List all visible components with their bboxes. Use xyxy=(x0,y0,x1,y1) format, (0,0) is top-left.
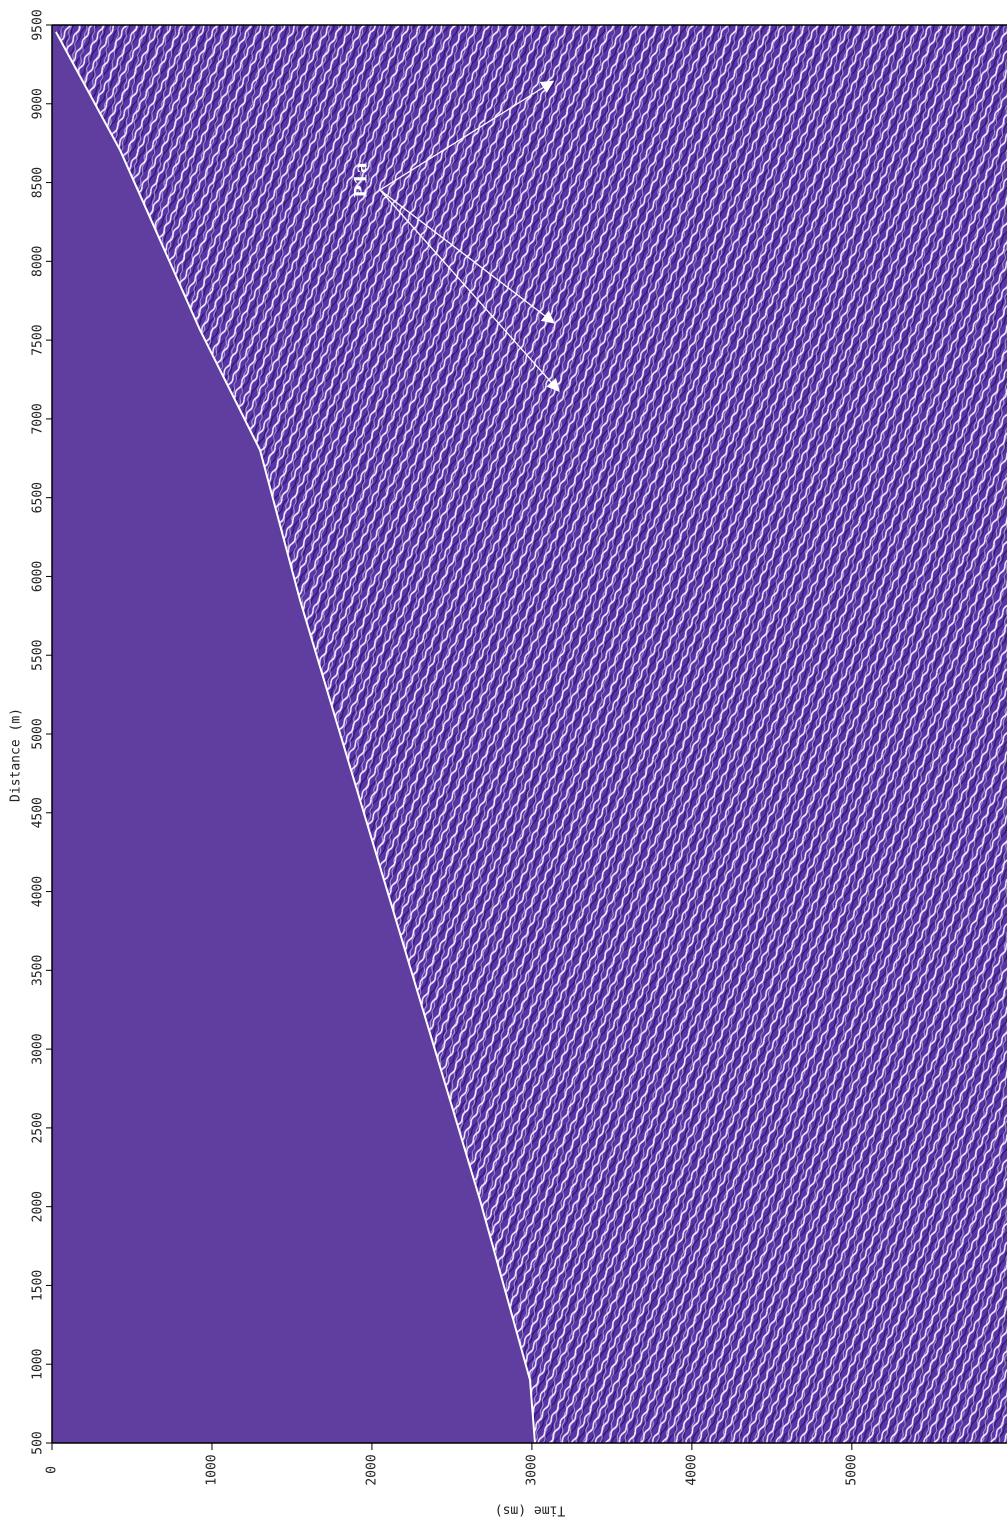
y-tick-label: 6000 xyxy=(31,561,46,592)
x-tick-label: 4000 xyxy=(684,1454,699,1485)
y-tick-label: 5000 xyxy=(31,718,46,749)
y-tick-label: 2500 xyxy=(31,1112,46,1143)
annotation: P1a xyxy=(352,162,372,198)
x-tick-label: 2000 xyxy=(364,1454,379,1485)
y-tick-label: 8000 xyxy=(31,246,46,277)
x-tick-label: 3000 xyxy=(524,1454,539,1485)
page: {"chart_data": {"type": "seismic", "xlab… xyxy=(0,0,1007,1528)
y-tick-label: 5500 xyxy=(31,640,46,671)
y-axis-title: Distance (m) xyxy=(9,708,24,802)
x-tick-label: 5000 xyxy=(844,1454,859,1485)
y-tick-label: 9000 xyxy=(31,88,46,119)
chart: P1a Distance (m) Time (ms) 500 1000 1500 20… xyxy=(0,0,1007,1528)
y-tick-label: 6500 xyxy=(31,482,46,513)
y-tick-label: 2000 xyxy=(31,1191,46,1222)
y-tick-label: 8500 xyxy=(31,167,46,198)
x-tick-label: 0 xyxy=(45,1466,60,1474)
x-axis-title: Time (ms) xyxy=(495,1503,565,1518)
y-tick-label: 1000 xyxy=(31,1349,46,1380)
y-tick-label: 3500 xyxy=(31,955,46,986)
y-tick-label: 7000 xyxy=(31,403,46,434)
y-tick-label: 3000 xyxy=(31,1033,46,1064)
x-tick-label: 1000 xyxy=(204,1454,219,1485)
y-tick-label: 4500 xyxy=(31,797,46,828)
y-tick-label: 7500 xyxy=(31,324,46,355)
y-tick-label: 9500 xyxy=(31,9,46,40)
y-tick-label: 500 xyxy=(31,1431,46,1454)
y-tick-label: 1500 xyxy=(31,1270,46,1301)
y-tick-label: 4000 xyxy=(31,876,46,907)
